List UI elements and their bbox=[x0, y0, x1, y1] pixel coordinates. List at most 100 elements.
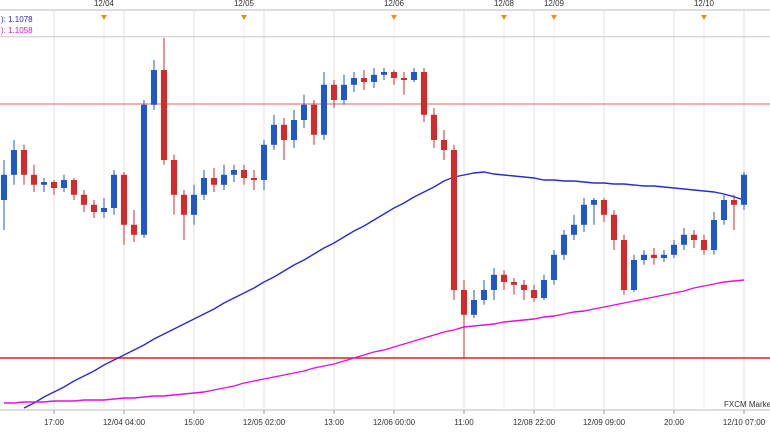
candle-body bbox=[661, 254, 667, 258]
candle-body bbox=[331, 84, 337, 100]
watermark: FXCM Market bbox=[724, 400, 770, 409]
candle-body bbox=[301, 104, 307, 120]
candle-body bbox=[141, 104, 147, 235]
candle-body bbox=[81, 194, 87, 205]
candle-body bbox=[171, 160, 177, 195]
candle-body bbox=[251, 178, 257, 180]
candle-body bbox=[741, 174, 747, 205]
candle-body bbox=[641, 254, 647, 260]
x-tick-label: 12/08 22:00 bbox=[513, 418, 556, 427]
x-tick-label: 12/09 09:00 bbox=[583, 418, 626, 427]
x-tick-label: 12/05 02:00 bbox=[243, 418, 286, 427]
x-tick-label: 20:00 bbox=[664, 418, 685, 427]
candle-body bbox=[221, 174, 227, 185]
candle-body bbox=[421, 72, 427, 115]
candle-body bbox=[431, 114, 437, 140]
candle-body bbox=[481, 290, 487, 300]
candle-body bbox=[201, 178, 207, 195]
candle-body bbox=[551, 254, 557, 280]
candle-body bbox=[731, 200, 737, 205]
candle-body bbox=[371, 74, 377, 82]
candle-body bbox=[701, 240, 707, 250]
candle-body bbox=[61, 180, 67, 188]
candle-body bbox=[71, 180, 77, 195]
candle-body bbox=[621, 240, 627, 290]
date-label: 12/04 bbox=[94, 0, 115, 8]
candle-body bbox=[521, 284, 527, 290]
candle-body bbox=[381, 72, 387, 75]
candle-body bbox=[341, 84, 347, 100]
candle-body bbox=[411, 72, 417, 80]
candle-body bbox=[591, 200, 597, 205]
candle-body bbox=[191, 194, 197, 215]
candle-body bbox=[461, 290, 467, 315]
candle-body bbox=[391, 72, 397, 78]
candle-body bbox=[571, 224, 577, 235]
candle-body bbox=[321, 84, 327, 135]
candle-body bbox=[121, 174, 127, 225]
date-marker bbox=[501, 15, 507, 20]
candle-body bbox=[531, 290, 537, 298]
candle-body bbox=[471, 300, 477, 315]
candle-body bbox=[51, 182, 57, 188]
candle-body bbox=[401, 78, 407, 80]
x-tick-label: 12/04 04:00 bbox=[103, 418, 146, 427]
candle-body bbox=[311, 104, 317, 135]
ma-line bbox=[23, 171, 745, 409]
candle-body bbox=[361, 78, 367, 82]
candle-body bbox=[181, 194, 187, 215]
candle-body bbox=[351, 78, 357, 85]
legend-entry: ): 1.1078 bbox=[1, 15, 33, 24]
date-label: 12/08 bbox=[494, 0, 515, 8]
candle-body bbox=[501, 274, 507, 282]
candle-body bbox=[161, 70, 167, 160]
date-marker bbox=[241, 15, 247, 20]
date-marker bbox=[701, 15, 707, 20]
date-label: 12/06 bbox=[384, 0, 405, 8]
x-tick-label: 15:00 bbox=[184, 418, 205, 427]
candle-body bbox=[261, 144, 267, 180]
candle-body bbox=[11, 150, 17, 175]
x-tick-label: 11:00 bbox=[454, 418, 474, 427]
candle-body bbox=[691, 234, 697, 240]
candle-body bbox=[631, 260, 637, 290]
date-label: 12/09 bbox=[544, 0, 565, 8]
candle-body bbox=[151, 70, 157, 105]
candle-body bbox=[281, 124, 287, 140]
date-label: 12/10 bbox=[694, 0, 715, 8]
candle-body bbox=[231, 170, 237, 175]
candle-body bbox=[41, 182, 47, 185]
legend-entry: ): 1.1058 bbox=[1, 26, 33, 35]
candle-body bbox=[21, 150, 27, 175]
x-tick-label: 17:00 bbox=[44, 418, 65, 427]
date-marker bbox=[551, 15, 557, 20]
ma-line bbox=[4, 279, 745, 404]
candle-body bbox=[611, 214, 617, 240]
candle-body bbox=[651, 254, 657, 258]
candle-body bbox=[721, 200, 727, 220]
candle-body bbox=[241, 170, 247, 178]
candle-body bbox=[541, 280, 547, 298]
candle-body bbox=[1, 174, 7, 200]
date-label: 12/05 bbox=[234, 0, 255, 8]
candle-body bbox=[681, 234, 687, 245]
candle-body bbox=[581, 204, 587, 225]
candle-body bbox=[441, 140, 447, 150]
candle-body bbox=[271, 124, 277, 145]
candle-body bbox=[211, 178, 217, 185]
candle-body bbox=[511, 282, 517, 285]
candle-body bbox=[671, 244, 677, 255]
candle-body bbox=[31, 174, 37, 185]
candle-body bbox=[451, 150, 457, 290]
candle-body bbox=[91, 204, 97, 212]
candle-body bbox=[111, 174, 117, 208]
candle-body bbox=[601, 200, 607, 215]
date-marker bbox=[391, 15, 397, 20]
date-marker bbox=[101, 15, 107, 20]
candle-body bbox=[711, 220, 717, 250]
candle-body bbox=[561, 234, 567, 255]
candle-body bbox=[491, 274, 497, 290]
